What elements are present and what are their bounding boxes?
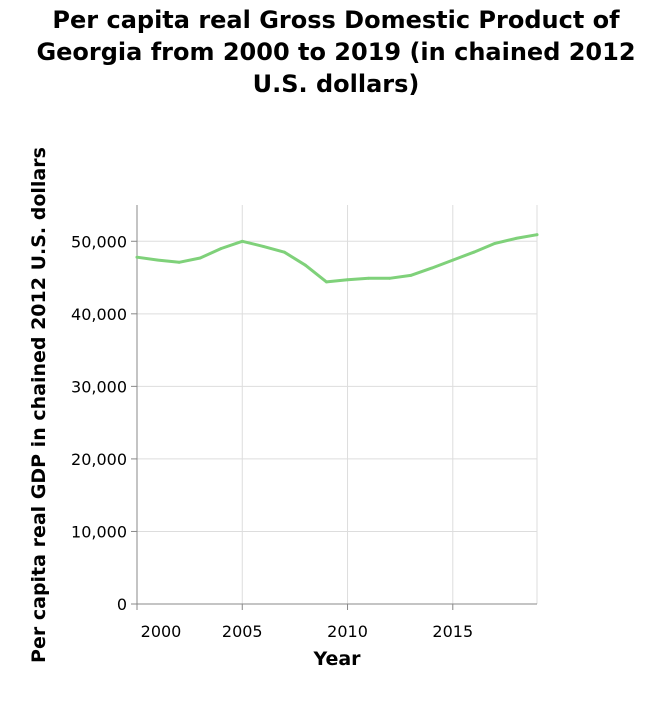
data-point	[430, 266, 434, 270]
axes	[131, 205, 537, 610]
y-tick-label: 50,000	[71, 232, 127, 251]
tick-labels: 0 10,000 20,000 30,000 40,000 50,000 2000 2005 2…	[71, 232, 473, 641]
chart-title-line: Georgia from 2000 to 2019 (in chained 20…	[36, 38, 636, 66]
y-tick-label: 0	[117, 595, 127, 614]
data-point	[535, 233, 539, 237]
x-tick-label: 2010	[327, 622, 368, 641]
x-tick-label: 2000	[141, 622, 182, 641]
data-point	[219, 247, 223, 250]
grid	[136, 205, 538, 605]
data-point	[156, 258, 160, 262]
x-axis-title: Year	[312, 648, 361, 670]
x-tick-label: 2015	[432, 622, 473, 641]
y-axis-title: Per capita real GDP in chained 2012 U.S.…	[28, 147, 50, 663]
y-tick-label: 30,000	[71, 377, 127, 396]
x-tick-label: 2005	[222, 622, 263, 641]
chart-title-line: U.S. dollars)	[252, 70, 420, 98]
chart-title-line: Per capita real Gross Domestic Product o…	[52, 6, 620, 34]
data-point	[493, 242, 497, 245]
data-point	[472, 250, 476, 254]
data-point	[367, 276, 370, 280]
data-point	[304, 263, 307, 267]
y-tick-label: 20,000	[71, 450, 127, 469]
chart-title: Per capita real Gross Domestic Product o…	[0, 4, 672, 100]
data-point	[514, 237, 518, 240]
y-tick-label: 10,000	[71, 522, 127, 541]
data-point	[409, 274, 413, 277]
data-point	[240, 239, 244, 243]
data-point	[325, 280, 328, 284]
data-point	[451, 258, 455, 262]
y-tick-label: 40,000	[71, 305, 127, 324]
data-point	[177, 260, 181, 264]
data-point	[346, 278, 349, 282]
data-point	[135, 255, 139, 259]
series	[135, 233, 539, 284]
gdp-series-line	[135, 233, 539, 284]
data-point	[388, 276, 391, 280]
data-point	[283, 250, 286, 254]
data-point	[198, 256, 202, 260]
data-point	[261, 245, 265, 248]
